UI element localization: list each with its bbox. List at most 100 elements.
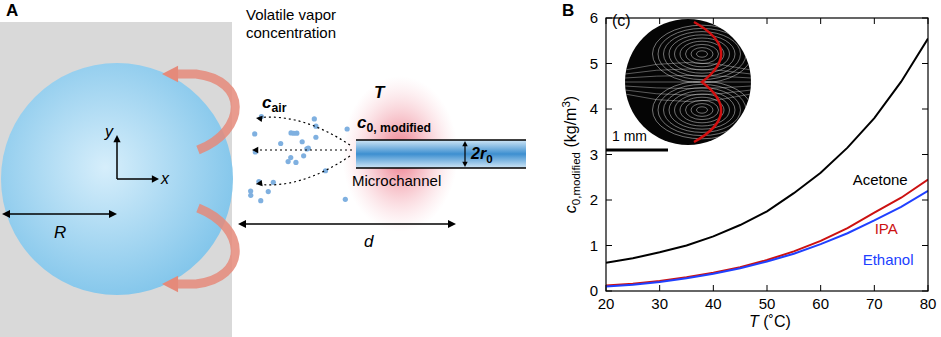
c-source-label: c0, modified [357,113,431,135]
x-tick-label: 30 [651,295,668,312]
arrowhead [113,135,120,142]
text-part: air [271,101,286,115]
text-part: 0,modified [570,152,582,205]
y-axis-label-group: c0,modified (kg/m3) [560,96,582,213]
y-tick-label: 5 [590,55,598,72]
x-tick [767,285,768,291]
dimension-line [464,146,465,162]
axis-name: x [160,170,170,187]
vapor-dot [252,131,257,136]
flow-arrow [178,208,235,284]
series-label: Acetone [853,171,908,188]
title: Volatile vapor [246,6,336,23]
arrowhead [109,210,117,218]
panel-label: B [562,1,574,20]
x-tick [659,18,660,24]
x-axis-label: T (˚C) [749,313,791,330]
inset: (c) 1 mm [606,12,752,150]
dimension-label: R [54,223,66,242]
vapor-dot [300,139,305,144]
arrowhead [256,116,263,122]
text-part: 2r [470,145,487,162]
streak [669,35,735,73]
y-tick [606,63,612,64]
y-tick [606,109,612,110]
vapor-dot [258,198,263,203]
channel-wall [356,167,526,169]
vapor-flow [256,156,350,185]
series-line [606,191,928,287]
x-tick-label: 70 [866,295,883,312]
text-part: (kg/m [562,108,579,152]
text-part: ) [562,96,579,101]
vapor-dot [301,153,306,158]
vapor-flow [256,117,350,145]
flow-arrow [178,74,235,150]
text-part: c [562,205,579,213]
interface-curve [694,22,721,142]
vapor-dot [266,189,271,194]
y-tick [606,245,612,246]
streak [691,48,713,61]
x-tick [874,285,875,291]
plot-frame [606,18,928,291]
streak [625,69,751,74]
channel-label: Microchannel [352,172,441,189]
y-tick [606,200,612,201]
vapor-dot [248,193,253,198]
series-lines [606,38,928,286]
inset-streaks [625,25,752,139]
scale-bar-label: 1 mm [612,128,647,144]
arrowhead [238,220,246,228]
series-label: Ethanol [863,251,914,268]
streak [664,88,741,133]
temperature-label: T [374,83,386,102]
panel-b: B203040506070800123456T (˚C)c0,modified … [560,1,936,330]
arrowhead [162,66,178,82]
streak [658,84,746,135]
streak [625,90,751,95]
streak [653,25,752,83]
vapor-dot [312,116,317,121]
x-tick [874,18,875,24]
text-part: 0, modified [366,121,431,135]
vapor-flow [252,149,352,150]
vapor-dot [271,180,276,185]
x-tick [767,18,768,24]
vapor-dot [313,135,318,140]
vapor-dot [286,159,291,164]
streak [691,104,713,117]
x-tick-label: 50 [759,295,776,312]
c-air-label: cair [262,93,287,115]
vapor-dot [291,131,296,136]
dimension-line [244,223,450,225]
y-tick-label: 1 [590,237,598,254]
streak [625,82,751,83]
inset-label: (c) [612,12,631,29]
x-tick-label: 20 [598,295,615,312]
y-tick [922,200,928,201]
arrowhead [2,210,10,218]
arrowhead [462,162,467,167]
y-tick [922,63,928,64]
y-tick-label: 3 [590,146,598,163]
substrate [0,22,232,337]
y-tick-label: 2 [590,191,598,208]
x-tick [713,285,714,291]
arrowhead [162,276,178,292]
x-tick [820,18,821,24]
arrowhead [252,147,258,153]
x-tick-label: 60 [812,295,829,312]
y-axis-label: c0,modified (kg/m3) [560,96,582,213]
series-line [606,38,928,262]
vapor-dot [343,197,348,202]
streak [686,100,719,119]
streak [669,91,735,129]
y-tick-label: 4 [590,100,598,117]
panel-label: A [6,1,18,20]
y-tick [922,245,928,246]
streak [686,44,719,63]
vapor-dot [278,141,283,146]
y-tick-label: 6 [590,9,598,26]
y-tick [922,109,928,110]
